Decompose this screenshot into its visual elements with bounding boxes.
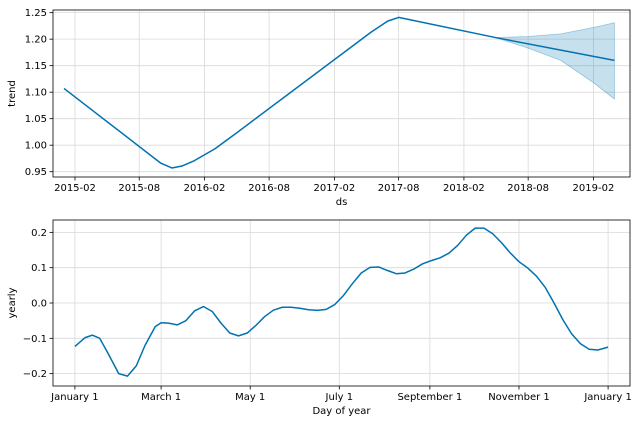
x-tick-label: 2017-08 <box>378 183 420 194</box>
series-line <box>74 227 609 377</box>
x-tick-label: September 1 <box>397 392 462 403</box>
x-tick-label: January 1 <box>583 392 631 403</box>
x-axis-label: ds <box>336 197 348 208</box>
trend-plot: 2015-02 2015-08 2016-02 2016-08 2017-02 2017-… <box>7 8 631 208</box>
x-tick-label: 2019-02 <box>573 183 615 194</box>
y-tick-label: 0.0 <box>31 299 47 310</box>
y-tick-label: 0.2 <box>31 228 47 239</box>
x-tick-label: 2018-08 <box>507 183 549 194</box>
x-tick-label: July 1 <box>325 392 354 403</box>
y-axis-label: trend <box>7 80 18 107</box>
yearly-plot: January 1 March 1 May 1 July 1 September 1 No… <box>7 219 632 417</box>
y-axis-label: yearly <box>7 287 18 318</box>
x-tick-label: 2017-02 <box>314 183 356 194</box>
x-axis-label: Day of year <box>312 406 371 417</box>
y-tick-label: −0.2 <box>23 369 47 380</box>
y-tick-label: 1.25 <box>25 8 47 19</box>
x-tick-label: January 1 <box>50 392 98 403</box>
x-tick-label: 2015-08 <box>118 183 160 194</box>
x-tick-label: 2016-08 <box>248 183 290 194</box>
uncertainty-band <box>495 22 615 100</box>
y-tick-label: 0.95 <box>25 167 47 178</box>
x-tick-label: March 1 <box>141 392 181 403</box>
y-tick-label: 1.00 <box>25 141 47 152</box>
x-tick-label: May 1 <box>235 392 265 403</box>
y-tick-label: 1.20 <box>25 35 47 46</box>
y-tick-label: 0.1 <box>31 263 47 274</box>
x-tick-label: 2018-02 <box>443 183 485 194</box>
x-tick-label: 2015-02 <box>54 183 96 194</box>
y-tick-label: 1.05 <box>25 114 47 125</box>
x-tick-label: November 1 <box>488 392 550 403</box>
series-line <box>63 16 615 169</box>
plot-frame <box>52 9 631 178</box>
y-tick-label: −0.1 <box>23 334 47 345</box>
x-tick-label: 2016-02 <box>184 183 226 194</box>
y-tick-label: 1.15 <box>25 61 47 72</box>
y-tick-label: 1.10 <box>25 88 47 99</box>
